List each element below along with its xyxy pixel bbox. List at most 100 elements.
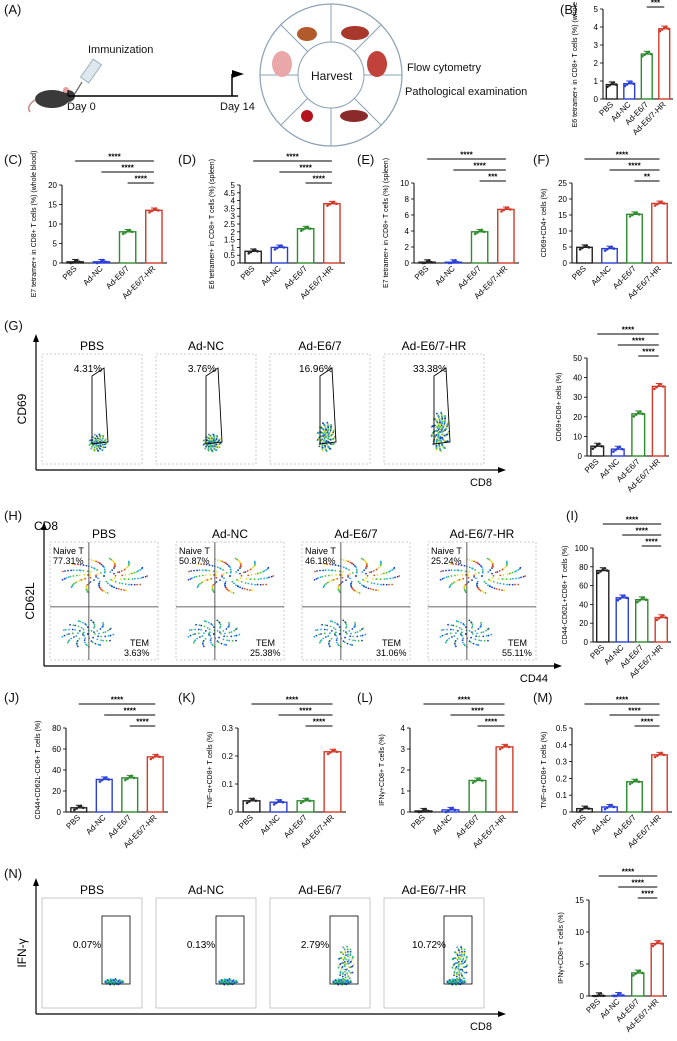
bar-pbs (244, 250, 262, 264)
event-dot (440, 629, 443, 631)
data-point (591, 447, 595, 450)
event-dot (452, 964, 455, 967)
x-tick-label: Ad-NC (81, 264, 104, 287)
event-dot (457, 620, 460, 623)
event-dot (344, 621, 347, 624)
event-dot (361, 639, 363, 642)
event-dot (317, 577, 319, 579)
event-dot (339, 980, 342, 983)
event-dot (441, 436, 444, 439)
event-dot (442, 628, 445, 631)
event-dot (461, 962, 463, 965)
event-dot (480, 565, 482, 567)
y-tick-label: 0.1 (222, 780, 234, 789)
event-dot (329, 447, 331, 450)
event-dot (102, 446, 105, 449)
event-dot (85, 586, 88, 589)
data-point (660, 200, 663, 203)
event-dot (341, 957, 344, 960)
event-dot (491, 564, 494, 567)
y-axis-label: CD62L (23, 582, 37, 620)
data-point (302, 800, 305, 803)
panel-label-C: (C) (4, 152, 23, 167)
y-tick-label: 10 (400, 179, 409, 188)
event-dot (210, 445, 212, 448)
event-dot (460, 974, 463, 977)
event-dot (198, 569, 201, 572)
y-tick-label: 40 (579, 600, 588, 609)
data-point (250, 798, 253, 802)
bar-ad-e6-7-hr (650, 942, 664, 997)
event-dot (99, 644, 101, 646)
event-dot (233, 582, 235, 585)
data-point (658, 752, 661, 756)
event-dot (465, 971, 468, 974)
event-dot (133, 571, 136, 574)
x-axis-label: CD8 (470, 477, 492, 489)
event-dot (90, 559, 93, 561)
data-point (421, 261, 425, 265)
x-tick-label: PBS (61, 264, 79, 282)
event-dot (223, 643, 226, 646)
event-dot (230, 631, 233, 633)
data-point (620, 595, 624, 599)
data-point (608, 246, 611, 250)
event-dot (436, 427, 439, 429)
event-dot (319, 569, 321, 572)
event-dot (81, 578, 84, 581)
event-dot (438, 436, 441, 438)
data-point (299, 229, 303, 232)
event-dot (247, 582, 250, 585)
event-dot (471, 623, 474, 626)
event-dot (474, 572, 477, 575)
event-dot (481, 575, 483, 577)
event-dot (106, 592, 109, 594)
data-point (636, 411, 640, 415)
y-tick-label: 0.2 (222, 752, 234, 761)
event-dot (79, 620, 82, 623)
y-tick-label: 2 (405, 243, 410, 252)
event-dot (346, 945, 348, 948)
event-dot (365, 586, 367, 589)
data-point (126, 229, 129, 233)
event-dot (203, 620, 206, 622)
naive-label: Naive T (431, 546, 462, 556)
event-dot (327, 428, 330, 431)
tem-label: TEM (382, 638, 401, 648)
event-dot (456, 579, 459, 582)
event-dot (104, 570, 106, 573)
data-point (610, 82, 614, 85)
data-point (640, 971, 644, 975)
event-dot (123, 568, 126, 571)
event-dot (208, 628, 211, 631)
event-dot (89, 576, 92, 579)
sig-label: *** (651, 0, 661, 8)
data-point (105, 776, 108, 779)
event-dot (194, 633, 196, 635)
event-dot (227, 589, 230, 592)
event-dot (338, 633, 341, 635)
y-tick-label: 10 (48, 220, 57, 229)
data-point (655, 618, 659, 622)
bar-ad-e6-7-hr (145, 209, 163, 264)
data-point (585, 244, 588, 247)
event-dot (105, 639, 108, 642)
event-dot (454, 574, 456, 577)
event-dot (326, 444, 329, 447)
event-dot (339, 573, 341, 576)
event-dot (346, 979, 349, 981)
event-dot (100, 639, 103, 642)
event-dot (113, 981, 115, 983)
event-dot (457, 963, 460, 966)
event-dot (236, 558, 238, 561)
gate-percent: 0.13% (187, 940, 215, 951)
data-point (251, 249, 255, 252)
event-dot (349, 948, 352, 951)
event-dot (204, 637, 207, 640)
event-dot (124, 573, 127, 576)
event-dot (244, 582, 247, 584)
event-dot (204, 579, 207, 582)
event-dot (462, 956, 465, 959)
tem-label: TEM (508, 638, 527, 648)
